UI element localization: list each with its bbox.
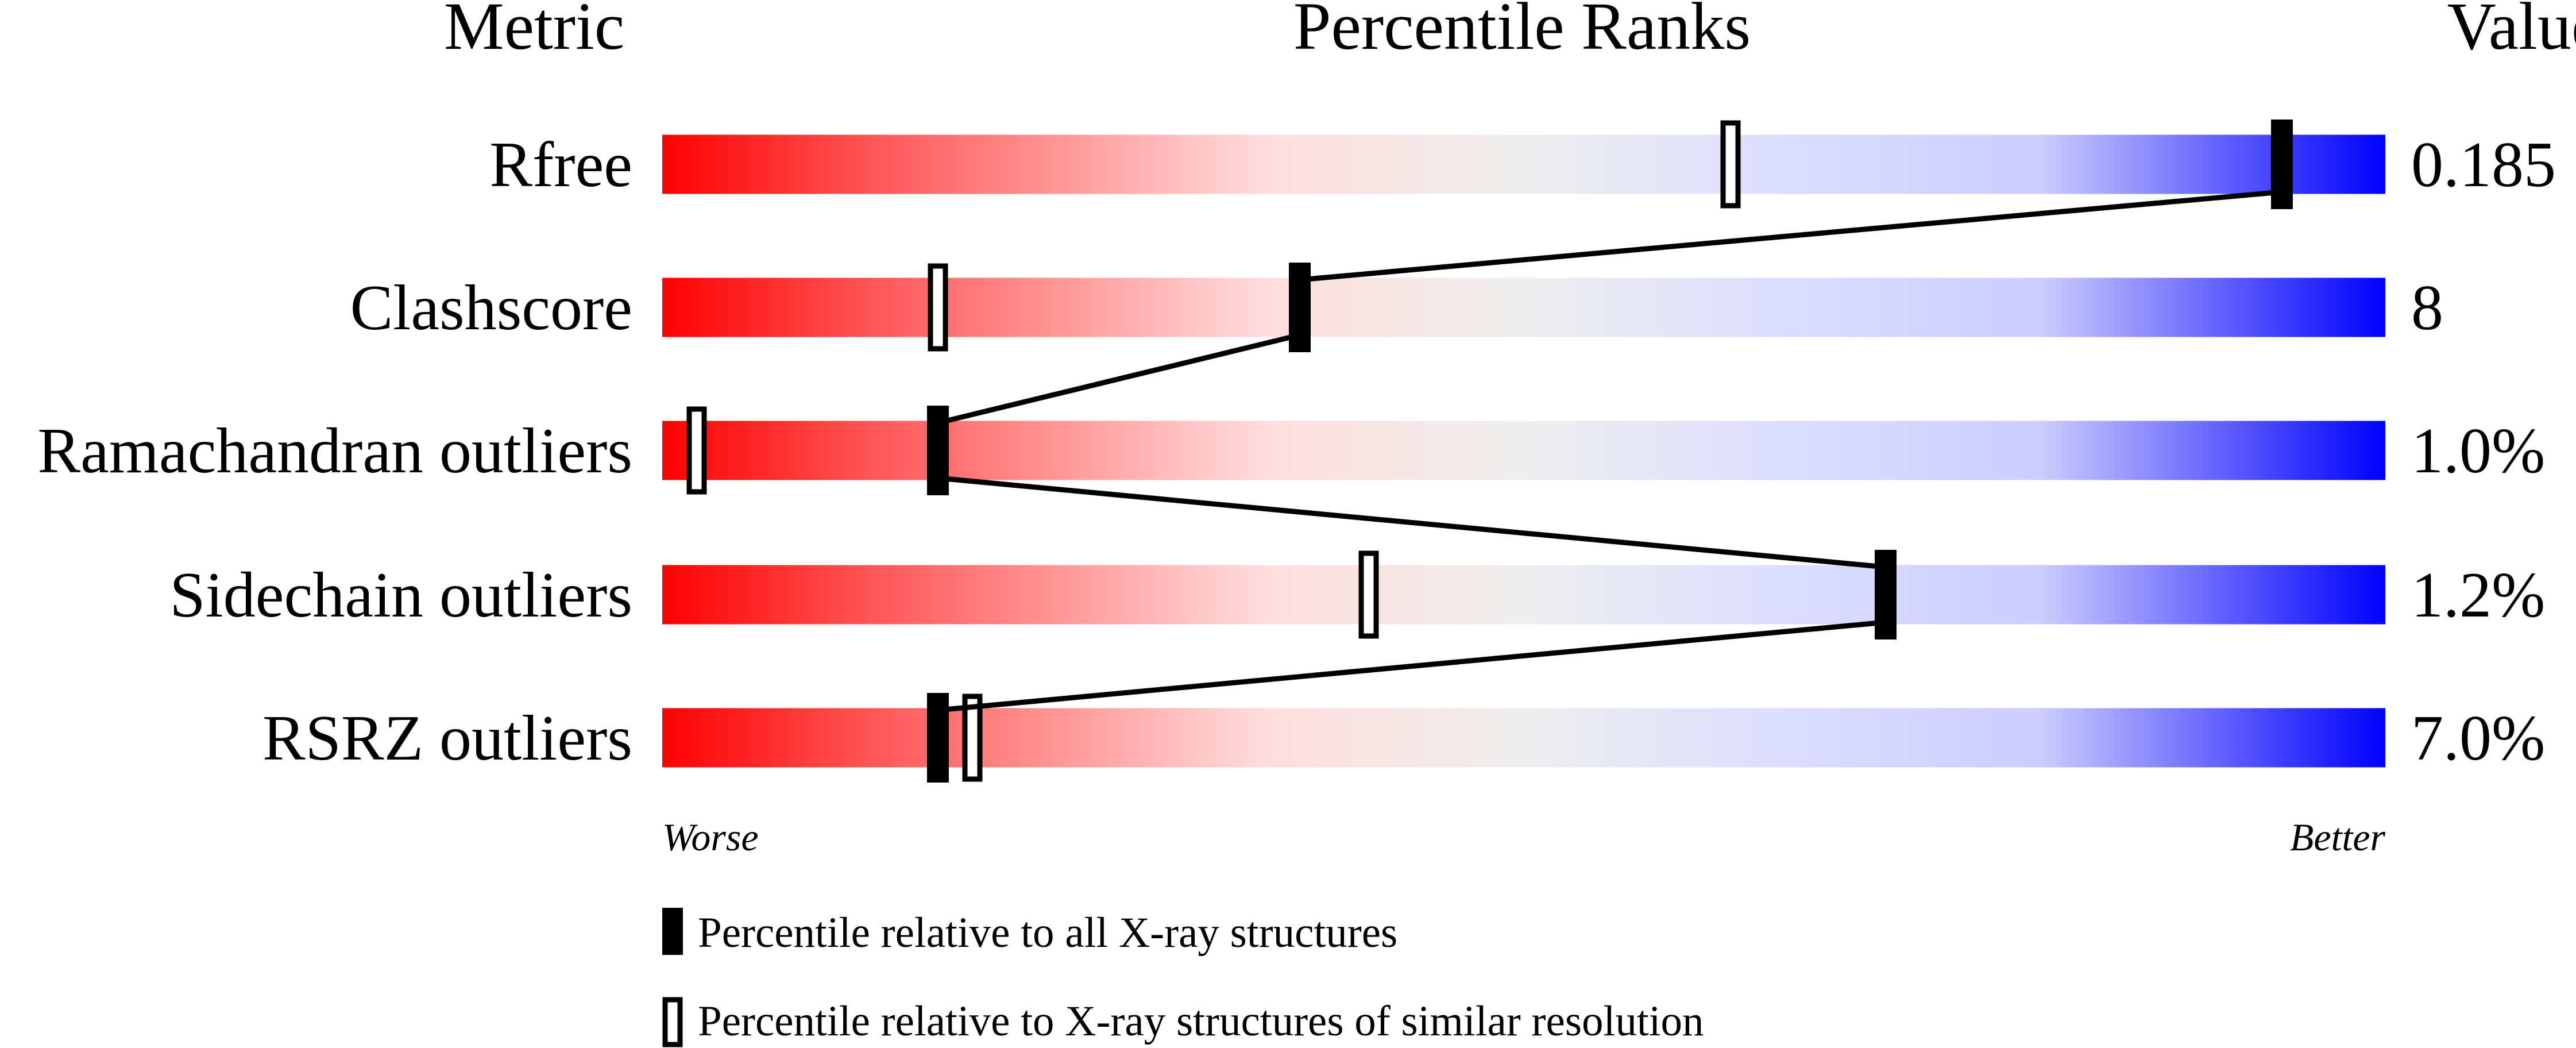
similar-resolution-marker bbox=[686, 406, 707, 495]
gradient-bar bbox=[662, 134, 2385, 194]
legend-open-marker bbox=[662, 997, 683, 1047]
all-xray-marker bbox=[927, 406, 949, 495]
legend-filled-marker bbox=[662, 908, 683, 955]
metric-value: 1.0% bbox=[2411, 415, 2545, 487]
connector-line bbox=[937, 332, 1301, 426]
legend-open-label: Percentile relative to X-ray structures … bbox=[698, 997, 1704, 1045]
similar-resolution-marker bbox=[928, 263, 948, 352]
all-xray-marker bbox=[1289, 263, 1311, 352]
similar-resolution-marker bbox=[1358, 550, 1379, 639]
worse-label: Worse bbox=[662, 815, 759, 859]
all-xray-marker bbox=[1875, 550, 1897, 639]
legend-filled-label: Percentile relative to all X-ray structu… bbox=[698, 909, 1397, 957]
connector-line bbox=[1299, 189, 2283, 283]
metric-value: 8 bbox=[2411, 272, 2443, 344]
metric-label: Rfree bbox=[489, 129, 632, 201]
gradient-bar bbox=[662, 708, 2385, 768]
similar-resolution-marker bbox=[962, 693, 983, 782]
metric-label: RSRZ outliers bbox=[262, 703, 632, 774]
metric-label: Clashscore bbox=[350, 272, 632, 344]
metric-value: 0.185 bbox=[2411, 129, 2556, 201]
header-percentile-ranks: Percentile Ranks bbox=[1293, 0, 1751, 64]
header-value: Value bbox=[2447, 0, 2576, 64]
connector-line bbox=[937, 619, 1886, 713]
metric-label: Sidechain outliers bbox=[169, 560, 632, 631]
similar-resolution-marker bbox=[1720, 120, 1741, 209]
metric-value: 1.2% bbox=[2411, 560, 2545, 631]
gradient-bar bbox=[662, 565, 2385, 625]
all-xray-marker bbox=[2271, 120, 2293, 209]
all-xray-marker bbox=[927, 693, 949, 783]
metric-label: Ramachandran outliers bbox=[37, 415, 632, 487]
gradient-bar bbox=[662, 278, 2385, 337]
gradient-bar bbox=[662, 421, 2385, 480]
header-metric: Metric bbox=[444, 0, 625, 64]
connector-line bbox=[937, 475, 1886, 570]
metric-value: 7.0% bbox=[2411, 703, 2545, 774]
better-label: Better bbox=[2290, 815, 2386, 859]
